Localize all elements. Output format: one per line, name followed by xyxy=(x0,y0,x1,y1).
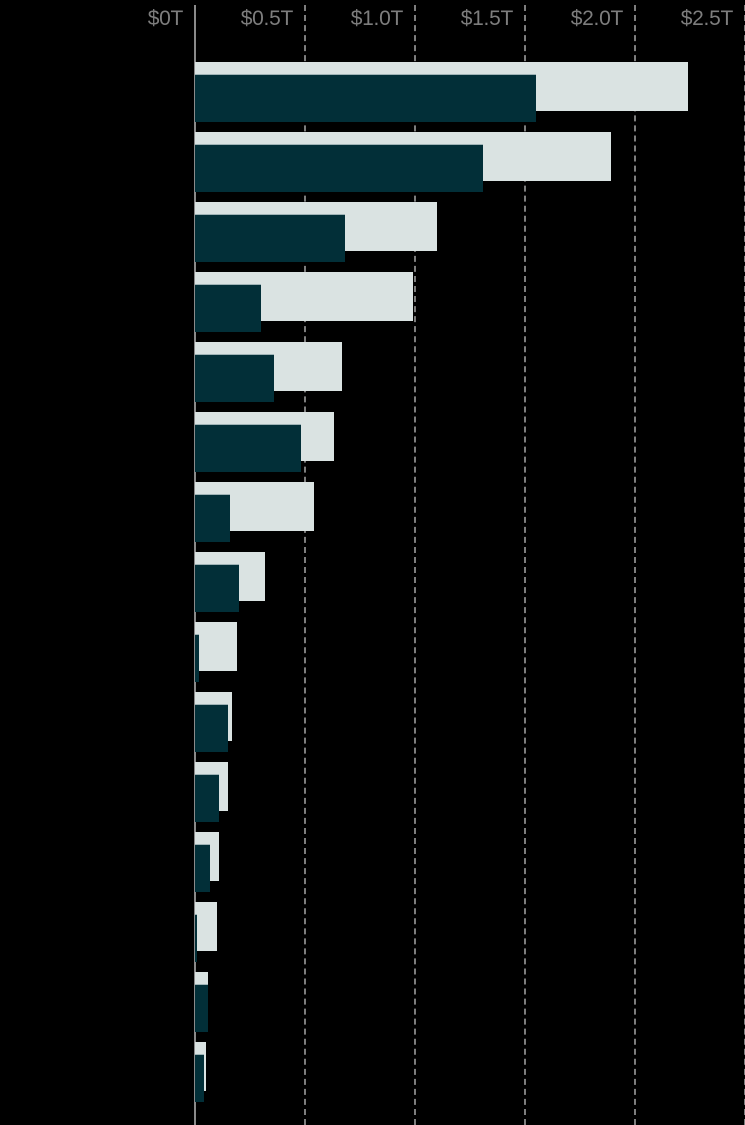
tick-label-0: $0T xyxy=(147,7,184,30)
bar-series-2 xyxy=(195,74,536,122)
bar-series-2 xyxy=(195,214,345,262)
bar-series-2 xyxy=(195,1054,204,1102)
bar-series-2 xyxy=(195,774,220,822)
bar-series-2 xyxy=(195,284,261,332)
gridline xyxy=(304,5,306,1125)
tick-label-0.5: $0.5T xyxy=(240,7,294,30)
bar-series-1 xyxy=(195,622,237,671)
bar-series-2 xyxy=(195,914,198,962)
bar-series-1 xyxy=(195,902,217,951)
tick-label-2.0: $2.0T xyxy=(570,7,624,30)
bar-series-2 xyxy=(195,704,228,752)
bar-series-2 xyxy=(195,564,239,612)
bar-series-2 xyxy=(195,844,211,892)
bar-series-2 xyxy=(195,634,200,682)
bar-series-2 xyxy=(195,424,301,472)
bar-series-2 xyxy=(195,144,484,192)
tick-label-1.0: $1.0T xyxy=(350,7,404,30)
tick-label-2.5: $2.5T xyxy=(680,7,734,30)
gridline xyxy=(524,5,526,1125)
gridline xyxy=(634,5,636,1125)
bar-series-2 xyxy=(195,494,231,542)
bar-series-2 xyxy=(195,984,209,1032)
gridline xyxy=(414,5,416,1125)
bar-series-2 xyxy=(195,354,275,402)
tick-label-1.5: $1.5T xyxy=(460,7,514,30)
